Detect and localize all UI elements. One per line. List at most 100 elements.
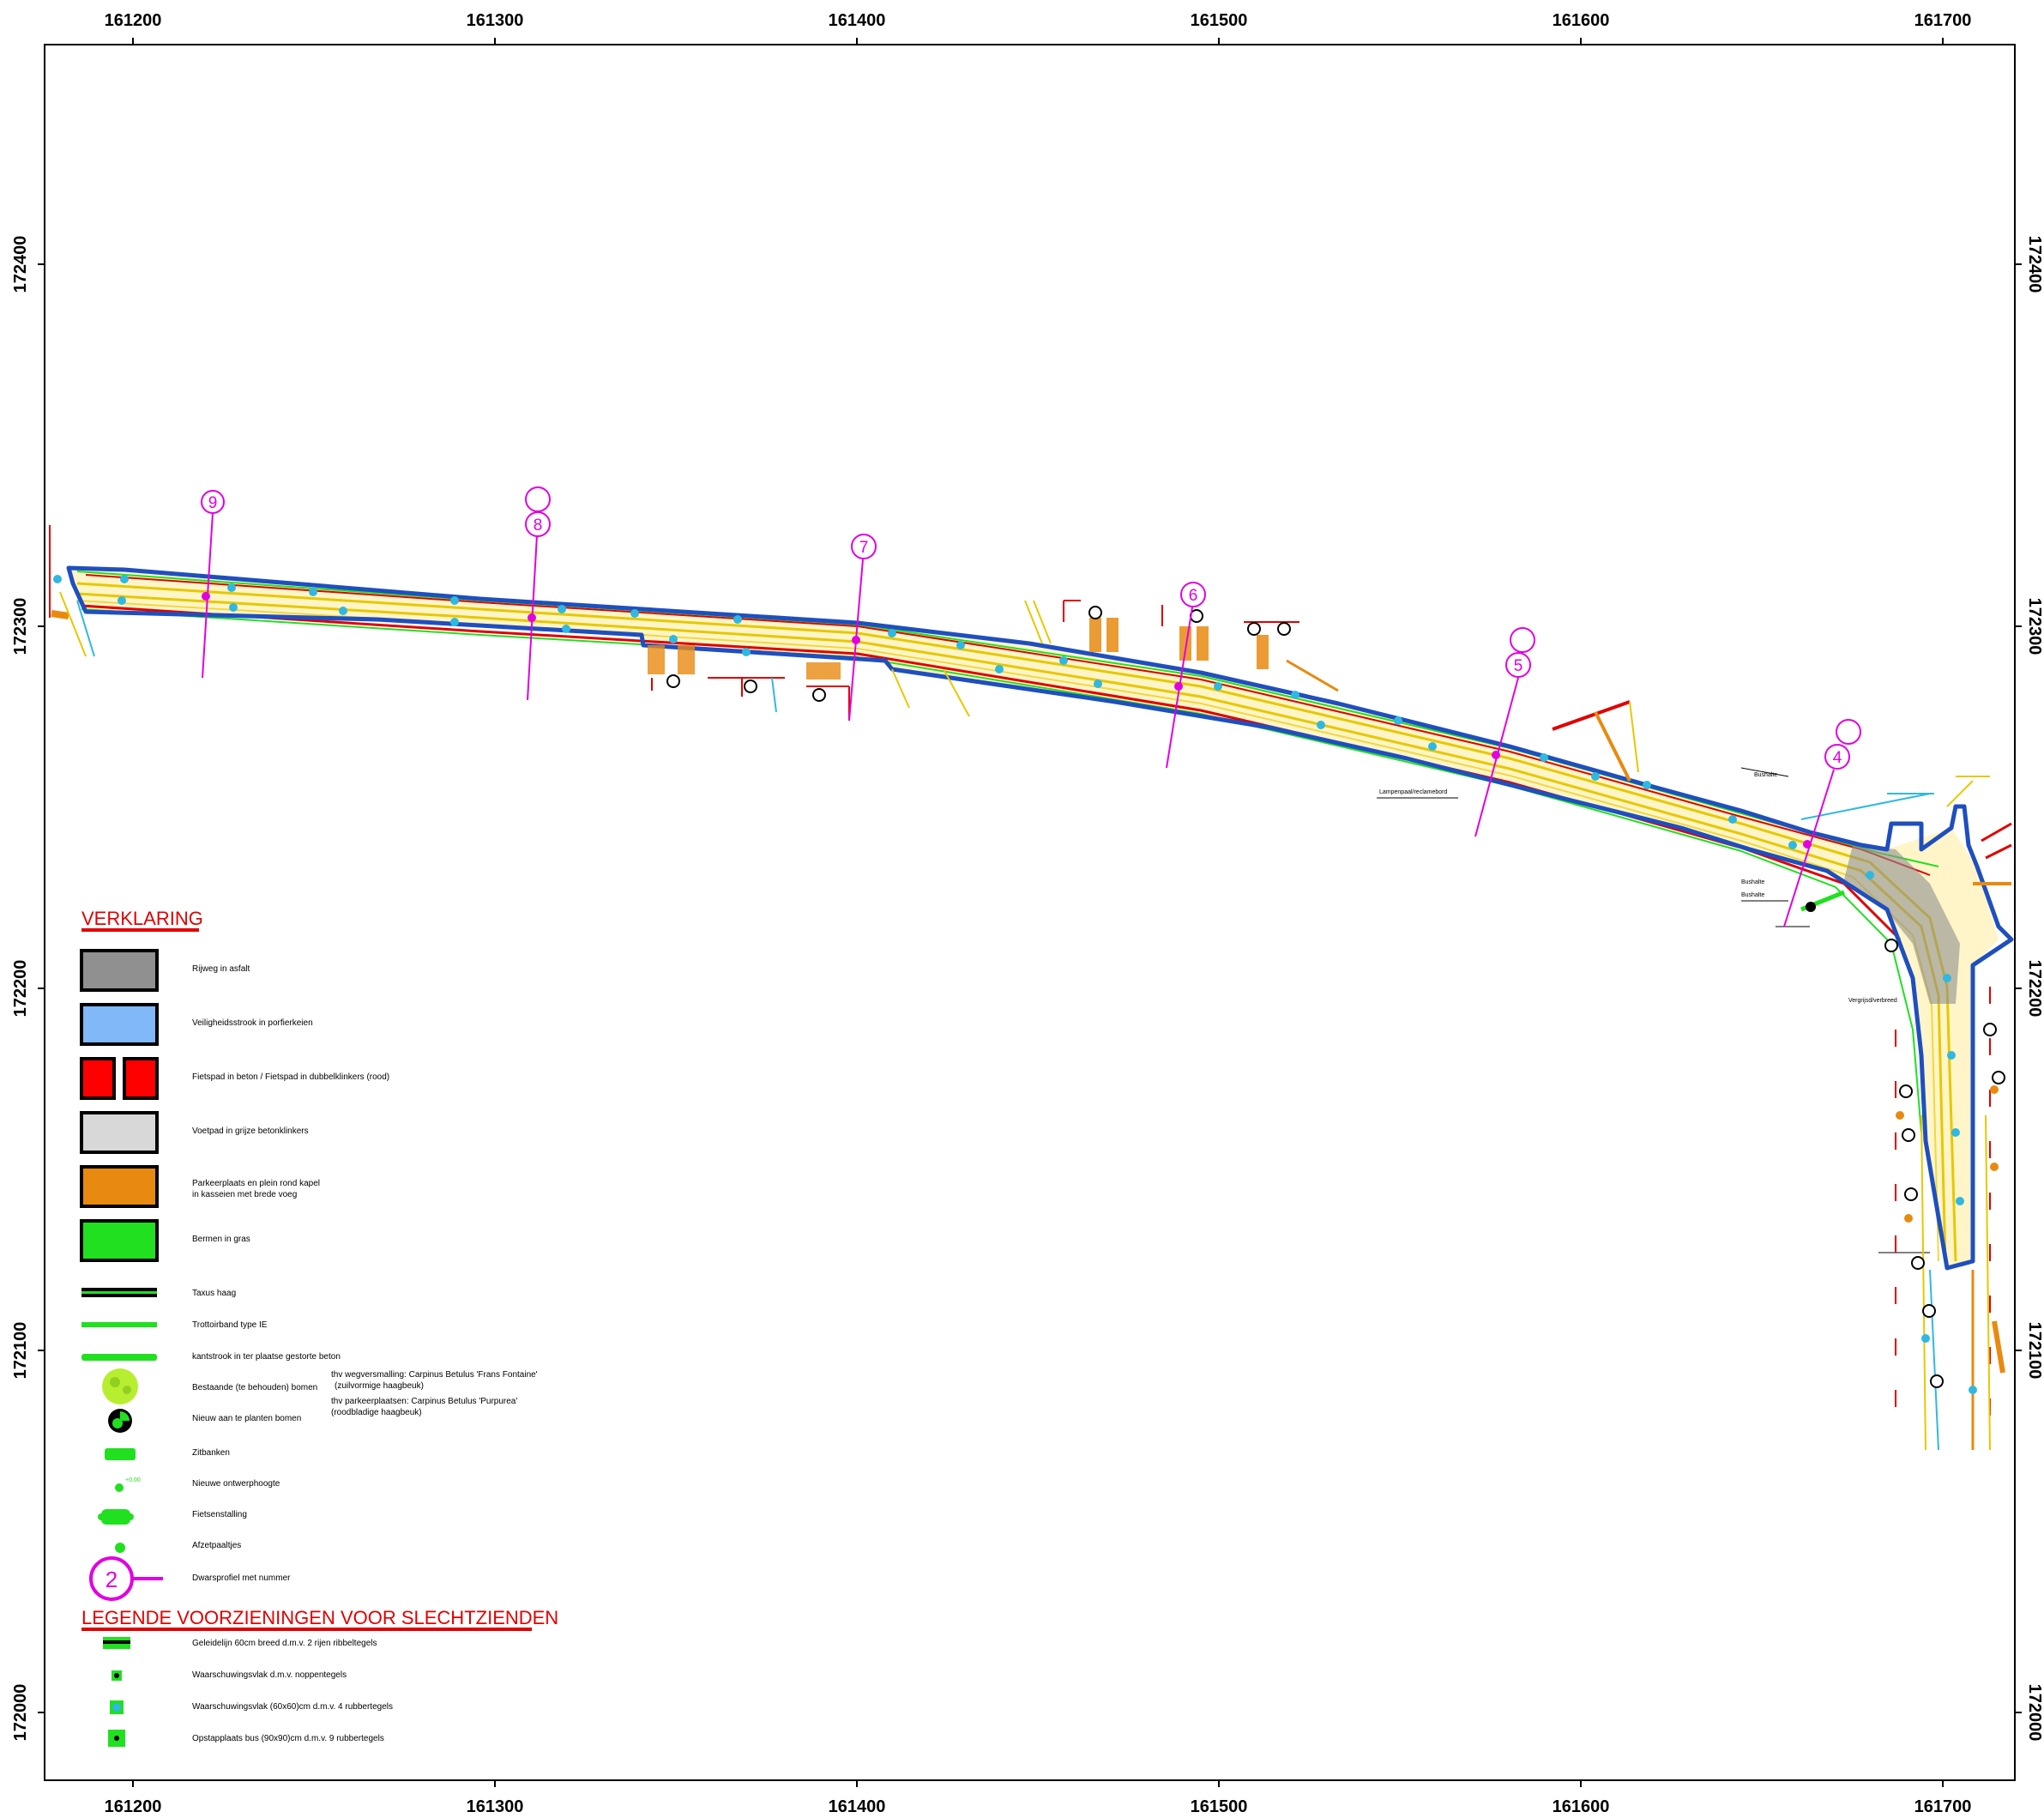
profile-marker-4[interactable]: 4 bbox=[1783, 719, 1861, 927]
x-tick-label: 161500 bbox=[1191, 11, 1248, 30]
profile-number: 7 bbox=[859, 539, 869, 557]
green-line-icon bbox=[81, 1322, 157, 1327]
legend: VERKLARING Rijweg in asfalt Veiligheidss… bbox=[80, 908, 558, 1747]
legend-label: Veiligheidsstrook in porfierkeien bbox=[192, 1018, 313, 1028]
road-outline bbox=[66, 565, 2014, 1271]
tree-dots bbox=[53, 575, 1999, 1394]
legend-label: in kasseien met brede voeg bbox=[192, 1190, 297, 1199]
profile-marker-7[interactable]: 7 bbox=[848, 534, 877, 722]
green-swatch bbox=[80, 1219, 159, 1262]
y-tick-label: 172300 bbox=[11, 598, 30, 655]
lamp-label: Lampenpaal/reclamebord bbox=[1379, 789, 1447, 795]
y-tick-label: 172200 bbox=[11, 960, 30, 1018]
legend-label: Afzetpaaltjes bbox=[192, 1541, 241, 1550]
x-tick-label: 161200 bbox=[105, 1797, 162, 1816]
legend-label: Bermen in gras bbox=[192, 1235, 250, 1244]
profile-number: 6 bbox=[1189, 587, 1198, 605]
grey-swatch bbox=[80, 1111, 159, 1154]
green-band-icon bbox=[81, 1354, 157, 1361]
elevation-icon: +0.00 bbox=[115, 1477, 141, 1492]
legend-label: Fietspad in beton / Fietspad in dubbelkl… bbox=[192, 1072, 389, 1082]
profile-marker-icon-number: 2 bbox=[106, 1567, 118, 1592]
hedge-line-icon bbox=[81, 1288, 157, 1297]
porphyry-swatch bbox=[80, 1003, 159, 1046]
legend-label: Zitbanken bbox=[192, 1448, 230, 1458]
y-tick-label: 172400 bbox=[11, 236, 30, 293]
map-frame bbox=[44, 44, 2016, 1781]
bus-label: Bushalte bbox=[1741, 892, 1764, 898]
legend-label: Waarschuwingsvlak d.m.v. noppentegels bbox=[192, 1670, 347, 1680]
y-tick-label: 172400 bbox=[2025, 236, 2044, 293]
road-lane-line bbox=[76, 600, 1939, 1262]
legend-title: VERKLARING bbox=[81, 908, 203, 929]
cycle-path-line bbox=[85, 574, 1931, 876]
x-tick-label: 161500 bbox=[1191, 1797, 1248, 1816]
x-tick-label: 161300 bbox=[467, 11, 524, 30]
x-tick-label: 161700 bbox=[1914, 11, 1972, 30]
legend-label: Parkeerplaats en plein rond kapel bbox=[192, 1179, 320, 1188]
map-annotations: Lampenpaal/reclamebord Bushalte Bushalte… bbox=[1379, 772, 1897, 1004]
bus-label: Bushalte bbox=[1754, 772, 1777, 778]
profile-markers: 9 8 7 6 5 4 bbox=[201, 486, 1861, 927]
tree-note-line: (roodbladige haagbeuk) bbox=[331, 1408, 422, 1417]
profile-marker-icon: 2 bbox=[89, 1556, 163, 1601]
bike-rack-icon bbox=[98, 1509, 134, 1525]
bus-label: Bushalte bbox=[1741, 879, 1764, 885]
new-trees bbox=[666, 606, 2005, 1388]
orange-swatch bbox=[80, 1165, 159, 1208]
verg-label: Vergrijsd/verbreed bbox=[1848, 998, 1897, 1004]
legend-label: Rijweg in asfalt bbox=[192, 964, 250, 974]
bench-icon bbox=[105, 1448, 136, 1460]
y-axis-left: 172400 172300 172200 172100 172000 bbox=[11, 236, 45, 1742]
profile-number: 8 bbox=[534, 516, 543, 535]
tree-note-line: thv wegversmalling: Carpinus Betulus 'Fr… bbox=[331, 1370, 538, 1380]
y-tick-label: 172000 bbox=[11, 1684, 30, 1742]
legend-tree-note: thv wegversmalling: Carpinus Betulus 'Fr… bbox=[331, 1370, 538, 1417]
legend-label: Nieuw aan te planten bomen bbox=[192, 1414, 301, 1423]
profile-number: 5 bbox=[1514, 657, 1523, 675]
legend-label: Trottoirband type IE bbox=[192, 1320, 268, 1330]
warning-area-icon bbox=[112, 1670, 122, 1681]
guide-line-icon bbox=[103, 1637, 130, 1649]
new-tree-icon bbox=[108, 1409, 132, 1433]
profile-number: 4 bbox=[1833, 749, 1842, 767]
bollard-icon bbox=[115, 1543, 125, 1553]
x-tick-label: 161300 bbox=[467, 1797, 524, 1816]
x-tick-label: 161700 bbox=[1914, 1797, 1972, 1816]
road-corridor bbox=[66, 565, 2014, 1271]
road-lane-line bbox=[76, 592, 1947, 1262]
x-tick-label: 161200 bbox=[105, 11, 162, 30]
x-axis-bottom: 161200 161300 161400 161500 161600 16170… bbox=[105, 1780, 1972, 1816]
profile-marker-6[interactable]: 6 bbox=[1166, 582, 1206, 769]
profile-marker-5[interactable]: 5 bbox=[1474, 627, 1535, 837]
tree-note-line: thv parkeerplaatsen: Carpinus Betulus 'P… bbox=[331, 1397, 517, 1406]
x-tick-label: 161600 bbox=[1553, 1797, 1610, 1816]
curb-line bbox=[81, 608, 1922, 1133]
asphalt-swatch bbox=[80, 949, 159, 992]
red-swatch-pair bbox=[80, 1057, 159, 1100]
y-tick-label: 172200 bbox=[2025, 960, 2044, 1018]
legend-title-2: LEGENDE VOORZIENINGEN VOOR SLECHTZIENDEN bbox=[81, 1607, 558, 1628]
junction-asphalt bbox=[1844, 845, 1960, 1004]
legend-label: Opstapplaats bus (90x90)cm d.m.v. 9 rubb… bbox=[192, 1734, 384, 1743]
legend-label: kantstrook in ter plaatse gestorte beton bbox=[192, 1352, 341, 1362]
legend-label: Taxus haag bbox=[192, 1289, 236, 1298]
profile-marker-8[interactable]: 8 bbox=[525, 486, 551, 701]
profile-marker-9[interactable]: 9 bbox=[201, 490, 225, 679]
existing-tree-icon bbox=[102, 1368, 138, 1404]
legend-label: Dwarsprofiel met nummer bbox=[192, 1573, 291, 1583]
tree-note-line: (zuilvormige haagbeuk) bbox=[335, 1381, 424, 1391]
legend-label: Fietsenstalling bbox=[192, 1510, 247, 1519]
warning-rubber-icon bbox=[110, 1700, 124, 1714]
legend-label: Nieuwe ontwerphoogte bbox=[192, 1479, 280, 1489]
y-tick-label: 172100 bbox=[2025, 1322, 2044, 1380]
side-features bbox=[49, 525, 2012, 1451]
legend-label: Waarschuwingsvlak (60x60)cm d.m.v. 4 rub… bbox=[192, 1702, 393, 1712]
y-tick-label: 172300 bbox=[2025, 598, 2044, 655]
x-axis-top: 161200 161300 161400 161500 161600 16170… bbox=[105, 11, 1972, 45]
y-tick-label: 172100 bbox=[11, 1322, 30, 1380]
legend-label: Geleidelijn 60cm breed d.m.v. 2 rijen ri… bbox=[192, 1639, 377, 1648]
legend-label: Voetpad in grijze betonklinkers bbox=[192, 1126, 309, 1136]
profile-number: 9 bbox=[208, 494, 218, 512]
